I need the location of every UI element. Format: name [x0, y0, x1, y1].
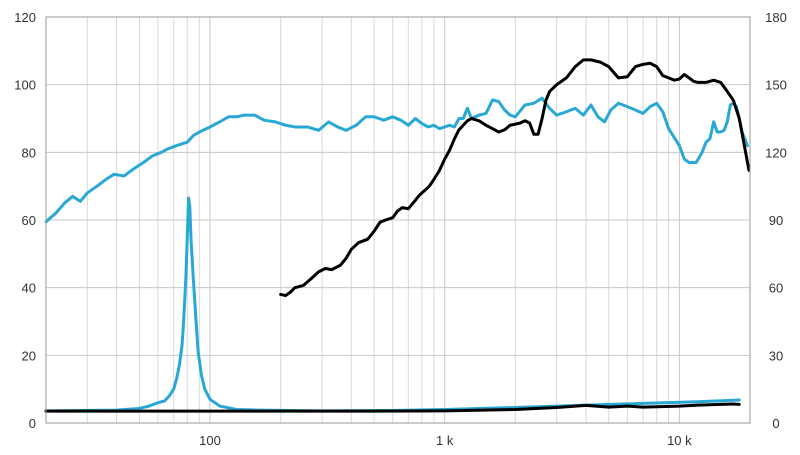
y2-tick-label: 0 — [772, 416, 779, 431]
y2-tick-label: 90 — [769, 213, 783, 228]
plot-curves — [44, 58, 751, 413]
y2-tick-label: 180 — [765, 10, 787, 25]
y-tick-label: 20 — [22, 348, 36, 363]
y-tick-label: 60 — [22, 213, 36, 228]
left-axis-ticks: 0 20 40 60 80 100 120 — [14, 10, 36, 431]
x-axis-ticks: 100 1 k 10 k — [199, 433, 692, 448]
y-tick-label: 80 — [22, 145, 36, 160]
y2-tick-label: 30 — [769, 348, 783, 363]
y2-tick-label: 120 — [765, 145, 787, 160]
right-axis-ticks: 0 30 60 90 120 150 180 — [765, 10, 787, 431]
plot-frame — [45, 16, 751, 424]
y-tick-label: 120 — [14, 10, 36, 25]
series-line-4 — [44, 402, 741, 413]
x-tick-label: 10 k — [667, 433, 692, 448]
y2-tick-label: 150 — [765, 78, 787, 93]
series-line-1 — [44, 96, 749, 224]
y2-tick-label: 60 — [769, 281, 783, 296]
y-tick-label: 100 — [14, 78, 36, 93]
y-tick-label: 0 — [29, 416, 36, 431]
x-tick-label: 1 k — [436, 433, 454, 448]
series-line-3 — [279, 58, 751, 298]
y-tick-label: 40 — [22, 281, 36, 296]
x-tick-label: 100 — [199, 433, 221, 448]
plot-grid — [45, 16, 751, 424]
